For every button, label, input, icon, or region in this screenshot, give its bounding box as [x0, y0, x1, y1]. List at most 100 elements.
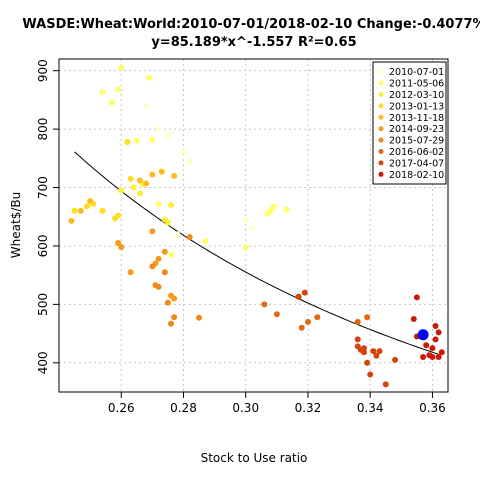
data-point-s1-0 [118, 64, 125, 71]
data-point-s1-14 [168, 251, 175, 258]
data-point-s8-11 [382, 381, 389, 388]
y-tick-label-0: 400 [36, 351, 50, 374]
legend-label-9: 2018-02-10 [389, 170, 444, 181]
data-point-s9-1 [410, 315, 417, 322]
data-point-s2-5 [168, 202, 175, 209]
data-point-s9-0 [413, 294, 420, 301]
chart-subtitle: y=85.189*x^-1.557 R²=0.65 [151, 35, 356, 50]
data-point-s0-7 [248, 225, 255, 232]
data-point-s1-9 [242, 244, 249, 251]
data-point-s2-7 [164, 219, 171, 226]
data-point-s0-6 [242, 216, 249, 223]
fit-curve-layer [74, 151, 439, 355]
y-tick-label-1: 500 [36, 293, 50, 316]
y-axis: 400 500 600 700 800 900 [36, 59, 59, 374]
data-point-s1-7 [155, 200, 162, 207]
legend-marker-2 [378, 92, 384, 97]
data-point-s7-1 [273, 311, 280, 318]
legend-label-5: 2014-09-23 [389, 124, 444, 135]
x-tick-label-5: 0.36 [419, 401, 446, 415]
data-point-s1-5 [133, 137, 140, 144]
data-point-s8-0 [295, 293, 302, 300]
data-point-s5-3 [149, 228, 156, 235]
legend-label-2: 2012-03-10 [389, 90, 444, 101]
y-axis-label: Wheat$/Bu [9, 192, 23, 258]
highlight-point [417, 329, 429, 341]
data-point-s7-2 [298, 324, 305, 331]
plot-frame [58, 58, 449, 393]
y-tick-label-3: 700 [36, 176, 50, 199]
x-axis: 0.26 0.28 0.30 0.32 0.34 0.36 [108, 392, 446, 415]
y-tick-label-4: 800 [36, 118, 50, 141]
data-point-s4-5 [149, 171, 156, 178]
data-point-s2-1 [130, 184, 137, 191]
legend-label-1: 2011-05-06 [389, 79, 444, 90]
legend-marker-4 [378, 114, 384, 120]
data-point-s3-3 [99, 207, 106, 214]
data-point-s0-3 [180, 149, 187, 156]
data-point-s8-7 [360, 349, 367, 356]
data-point-s5-6 [161, 248, 168, 255]
data-point-s1-11 [270, 203, 277, 210]
data-point-s5-1 [118, 244, 125, 251]
data-point-s9-10 [420, 353, 427, 360]
data-point-s1-1 [99, 89, 106, 96]
data-point-s6-5 [168, 320, 175, 327]
data-point-s1-6 [149, 136, 156, 143]
x-tick-label-0: 0.26 [108, 401, 135, 415]
data-point-s0-8 [174, 231, 181, 238]
data-point-s4-3 [136, 177, 143, 184]
legend-label-8: 2017-04-07 [389, 158, 444, 169]
x-tick-label-3: 0.32 [295, 401, 322, 415]
data-point-s8-10 [373, 352, 380, 359]
data-point-s7-3 [304, 318, 311, 325]
data-point-s5-0 [115, 240, 122, 247]
data-point-s7-0 [261, 301, 268, 308]
data-point-s6-3 [161, 269, 168, 276]
data-point-s8-8 [367, 371, 374, 378]
data-point-s3-1 [84, 203, 91, 210]
data-point-s6-4 [164, 299, 171, 306]
data-point-s9-12 [426, 352, 433, 359]
data-point-s9-8 [438, 349, 445, 356]
data-point-s0-4 [186, 158, 193, 165]
data-point-s7-6 [354, 318, 361, 325]
data-point-s9-9 [432, 336, 439, 343]
data-point-s8-13 [392, 356, 399, 363]
points-layer [68, 64, 445, 388]
data-point-s4-1 [77, 207, 84, 214]
data-point-s3-0 [71, 207, 78, 214]
data-point-s9-4 [432, 322, 439, 329]
data-point-s7-5 [314, 314, 321, 321]
data-point-s0-2 [164, 131, 171, 138]
legend-marker-7 [378, 149, 384, 154]
data-point-s6-2 [155, 283, 162, 290]
legend-label-6: 2015-07-29 [389, 136, 444, 147]
legend-marker-8 [378, 160, 384, 166]
legend-marker-6 [378, 137, 384, 143]
data-point-s9-3 [429, 345, 436, 352]
data-point-s1-13 [264, 210, 271, 217]
data-point-s8-1 [301, 289, 308, 296]
legend: 2010-07-012011-05-062012-03-102013-01-13… [372, 61, 447, 185]
legend-marker-9 [378, 171, 384, 177]
legend-label-4: 2013-11-18 [389, 113, 444, 124]
data-point-s1-12 [283, 206, 290, 213]
data-point-s3-7 [124, 138, 131, 145]
x-axis-label: Stock to Use ratio [201, 451, 308, 465]
data-point-s9-7 [435, 353, 442, 360]
data-point-s2-4 [136, 190, 143, 197]
data-point-s8-12 [376, 348, 383, 355]
data-point-s6-6 [171, 314, 178, 321]
data-point-s4-4 [143, 180, 150, 187]
chart-title: WASDE:Wheat:World:2010-07-01/2018-02-10 … [22, 17, 480, 32]
data-point-s6-8 [186, 234, 193, 241]
data-point-s0-1 [155, 126, 162, 133]
fit-curve [74, 151, 439, 355]
data-point-s6-7 [196, 314, 203, 321]
x-tick-label-2: 0.30 [232, 401, 259, 415]
data-point-s3-5 [115, 212, 122, 219]
data-point-s5-8 [171, 295, 178, 302]
data-point-s1-4 [108, 99, 115, 106]
